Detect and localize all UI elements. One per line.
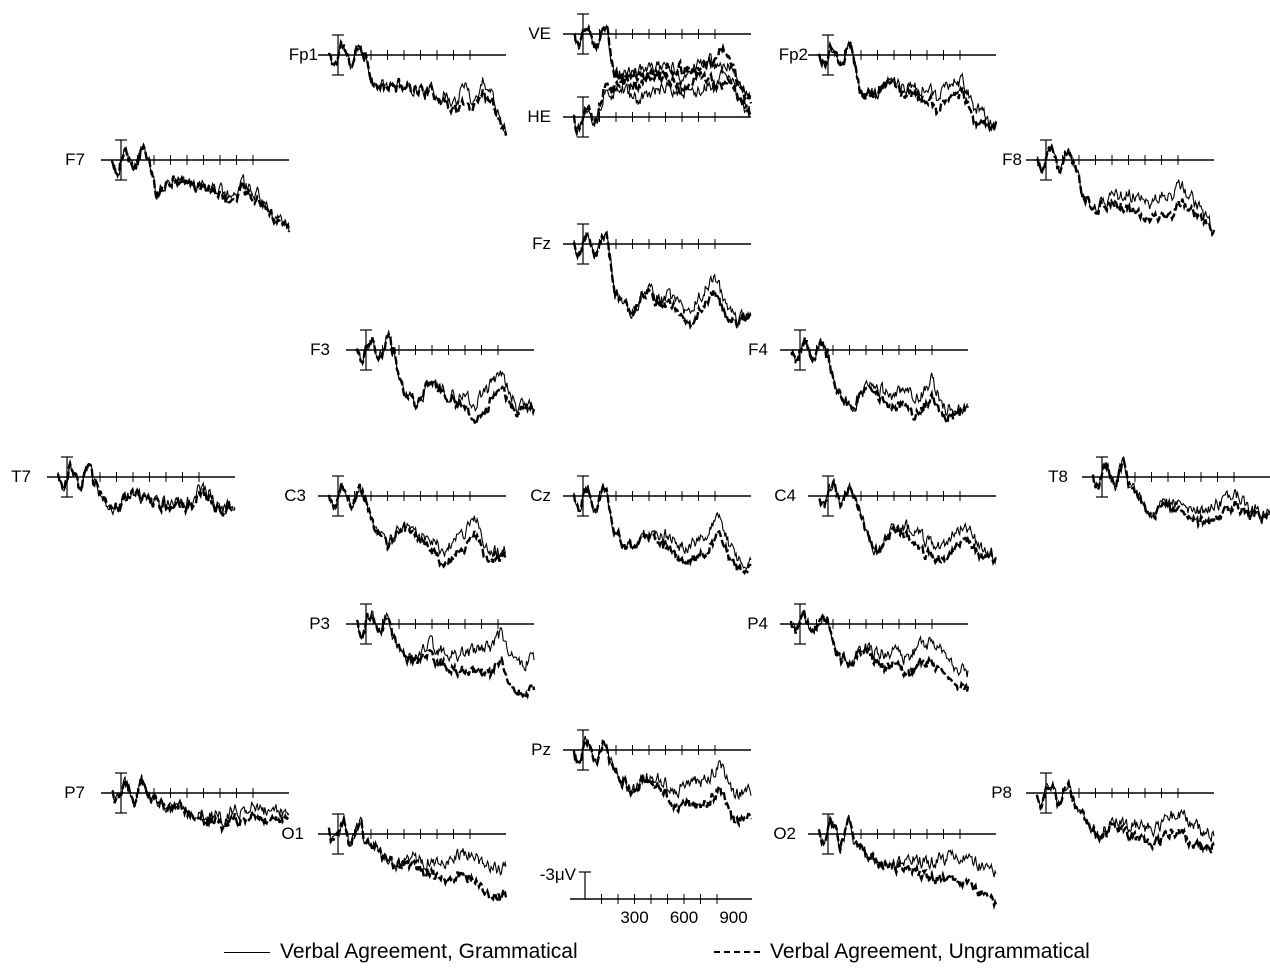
legend-label: Verbal Agreement, Grammatical: [280, 940, 578, 963]
waveform-grammatical: [57, 461, 236, 517]
waveform-ungrammatical: [327, 480, 508, 569]
waveform-grammatical: [573, 483, 752, 571]
channel-label: F7: [65, 150, 85, 169]
waveform-grammatical: [573, 735, 752, 801]
channel-o1: O1: [281, 813, 508, 902]
channel-label: Fp1: [289, 45, 318, 64]
scale-voltage-label: -3μV: [540, 865, 577, 884]
channel-label: C3: [284, 486, 306, 505]
channel-label: HE: [527, 107, 551, 126]
channel-t8: T8: [1048, 456, 1270, 530]
waveform-ungrammatical: [573, 23, 752, 119]
waveform-grammatical: [328, 42, 507, 135]
waveform-ungrammatical: [1035, 144, 1216, 236]
scale-tick-label: 600: [670, 908, 698, 927]
channel-label: P8: [991, 783, 1012, 802]
channel-f4: F4: [748, 329, 970, 425]
legend-swatch-dashed: [714, 951, 760, 953]
channel-c3: C3: [284, 475, 508, 569]
channel-fp1: Fp1: [289, 34, 508, 136]
channel-label: F4: [748, 340, 768, 359]
waveform-grammatical: [573, 69, 752, 134]
waveform-ungrammatical: [818, 477, 998, 567]
waveform-grammatical: [790, 609, 969, 678]
channel-label: VE: [528, 24, 551, 43]
waveform-ungrammatical: [817, 40, 998, 133]
channel-label: Fz: [532, 234, 551, 253]
channel-c4: C4: [774, 475, 998, 567]
channel-label: T7: [11, 467, 31, 486]
calibration-scale: -3μV 300 600 900: [540, 865, 752, 927]
waveform-ungrammatical: [572, 230, 752, 331]
waveform-ungrammatical: [817, 814, 998, 911]
channel-p8: P8: [991, 772, 1216, 854]
channel-label: P3: [309, 614, 330, 633]
waveform-ungrammatical: [355, 329, 536, 429]
scale-tick-label: 300: [620, 908, 648, 927]
waveform-grammatical: [356, 331, 535, 415]
waveform-ungrammatical: [1035, 778, 1216, 854]
channel-label: Fp2: [779, 45, 808, 64]
channel-label: O1: [281, 824, 304, 843]
legend-item-ungrammatical: Verbal Agreement, Ungrammatical: [714, 940, 1090, 964]
waveform-ungrammatical: [110, 142, 291, 233]
waveform-ungrammatical: [1091, 456, 1270, 530]
channel-cz: Cz: [530, 475, 752, 576]
channel-o2: O2: [773, 813, 998, 911]
waveform-ungrammatical: [355, 612, 536, 700]
waveform-grammatical: [1036, 781, 1215, 844]
waveform-ungrammatical: [111, 775, 290, 835]
legend-swatch-solid: [224, 951, 270, 953]
waveform-ungrammatical: [789, 606, 970, 692]
channel-label: Cz: [530, 486, 551, 505]
channel-label: P7: [64, 783, 85, 802]
channel-pz: Pz: [531, 729, 753, 829]
channel-p7: P7: [64, 772, 290, 835]
waveform-ungrammatical: [56, 458, 236, 517]
waveform-ungrammatical: [572, 483, 752, 576]
channel-p4: P4: [747, 603, 970, 692]
waveform-grammatical: [356, 610, 535, 672]
waveform-ungrammatical: [790, 337, 970, 425]
legend-item-grammatical: Verbal Agreement, Grammatical: [224, 940, 578, 964]
scale-tick-label: 900: [719, 908, 747, 927]
channel-label: Pz: [531, 740, 551, 759]
waveform-grammatical: [328, 816, 507, 876]
waveform-grammatical: [1092, 456, 1270, 524]
channel-label: F3: [310, 340, 330, 359]
channel-f3: F3: [310, 329, 536, 429]
waveform-grammatical: [818, 479, 997, 566]
legend: Verbal Agreement, Grammatical Verbal Agr…: [0, 936, 1270, 968]
channel-t7: T7: [11, 456, 236, 517]
channel-ve: VE: [528, 13, 752, 119]
channel-he: HE: [527, 42, 753, 138]
channel-p3: P3: [309, 603, 536, 700]
waveform-ungrammatical: [572, 737, 753, 829]
erp-figure: Fp1 VE HE Fp2 F7 F8 Fz F3 F4 T7 C3 Cz C4 T8 P3 P4 Pz P7 P8…: [11, 13, 1270, 927]
channel-label: P4: [747, 614, 768, 633]
waveform-grammatical: [111, 774, 290, 828]
channel-fz: Fz: [532, 223, 752, 331]
channel-f8: F8: [1002, 139, 1216, 238]
waveform-ungrammatical: [327, 38, 508, 136]
waveform-ungrammatical: [572, 42, 753, 138]
channel-f7: F7: [65, 139, 291, 233]
waveform-ungrammatical: [327, 813, 508, 902]
channel-label: F8: [1002, 150, 1022, 169]
legend-label: Verbal Agreement, Ungrammatical: [770, 940, 1090, 963]
channel-label: O2: [773, 824, 796, 843]
channel-fp2: Fp2: [779, 34, 998, 133]
channel-label: T8: [1048, 467, 1068, 486]
channel-label: C4: [774, 486, 796, 505]
